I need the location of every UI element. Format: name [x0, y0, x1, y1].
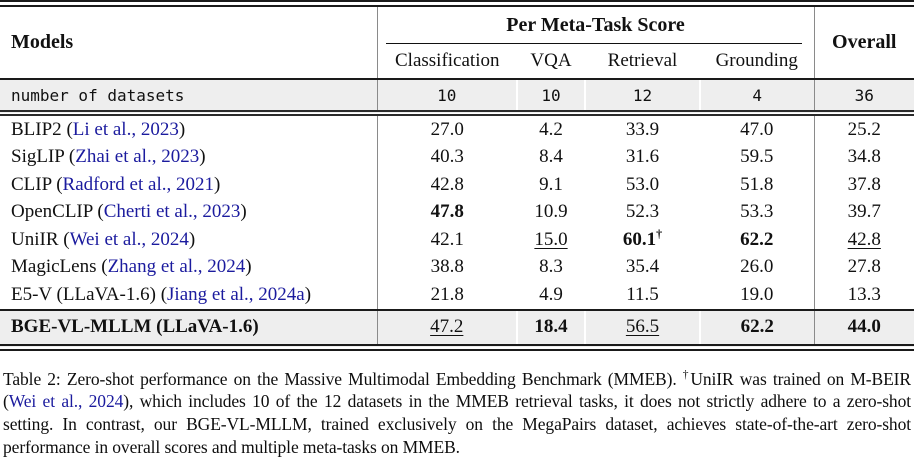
caption-text-2: UniIR was trained on M-BEIR ( — [3, 368, 911, 412]
citation-link[interactable]: Zhang et al., 2024 — [107, 256, 246, 278]
score-cell: 9.1 — [539, 173, 563, 195]
score-cell: 40.3 — [376, 143, 517, 171]
score-cell: 4.2 — [539, 118, 563, 140]
citation-link[interactable]: Li et al., 2023 — [72, 118, 179, 140]
model-name: BLIP2 — [11, 118, 62, 140]
score-cell: 59.5 — [740, 146, 774, 168]
model-name: UniIR — [11, 228, 59, 250]
citation-link[interactable]: Wei et al., 2024 — [8, 391, 124, 412]
score-cell: 34.8 — [813, 143, 914, 171]
model-name-cell: UniIR (Wei et al., 2024) — [11, 228, 196, 250]
model-name-cell: SigLIP (Zhai et al., 2023) — [11, 146, 206, 168]
score-cell: 27.0 — [376, 113, 517, 144]
score-cell: 21.8 — [376, 281, 517, 310]
model-name-cell: CLIP (Radford et al., 2021) — [11, 173, 221, 195]
model-name-cell: E5-V (LLaVA-1.6) (Jiang et al., 2024a) — [11, 283, 312, 305]
score-cell: 33.9 — [625, 118, 660, 140]
citation-link[interactable]: Cherti et al., 2023 — [103, 201, 241, 223]
score-cell: 62.2 — [740, 228, 774, 250]
score-cell: 27.8 — [813, 253, 914, 281]
score-cell: 56.5 — [584, 308, 700, 351]
score-cell: 62.2 — [699, 308, 814, 351]
caption-text-1: Table 2: Zero-shot performance on the Ma… — [3, 368, 683, 389]
model-name-cell: BGE-VL-MLLM (LLaVA-1.6) — [0, 308, 377, 351]
score-cell: 25.2 — [813, 113, 914, 144]
score-cell: 4.9 — [539, 283, 563, 305]
column-header-overall: Overall — [813, 0, 914, 80]
model-name-cell: MagicLens (Zhang et al., 2024) — [11, 256, 252, 278]
model-name: MagicLens — [11, 256, 97, 278]
score-cell: 42.8 — [376, 171, 517, 199]
model-name: CLIP — [11, 173, 52, 195]
model-name: E5-V (LLaVA-1.6) — [11, 283, 156, 305]
score-cell: 53.3 — [740, 201, 774, 223]
score-cell: 39.7 — [813, 198, 914, 226]
highlight-row-bge-vl-mllm: BGE-VL-MLLM (LLaVA-1.6) 47.2 18.4 56.5 62.2… — [0, 308, 914, 351]
score-cell: 42.8 — [813, 226, 914, 254]
datasets-count-row: number of datasets 10 10 12 4 36 — [0, 79, 914, 116]
score-cell: 38.8 — [376, 253, 517, 281]
score-cell: 8.3 — [539, 256, 563, 278]
score-cell: 44.0 — [813, 308, 914, 351]
score-cell: 35.4 — [625, 256, 660, 278]
results-table: Models Per Meta-Task Score Overall Class… — [0, 0, 914, 351]
dagger-mark: † — [656, 226, 663, 241]
score-cell: 37.8 — [813, 171, 914, 199]
score-cell: 26.0 — [740, 256, 774, 278]
table-row: CLIP (Radford et al., 2021) 42.8 9.1 53.0 51… — [0, 171, 914, 199]
score-cell: 10.9 — [534, 201, 568, 223]
score-cell: 60.1† — [622, 226, 663, 250]
table-caption: Table 2: Zero-shot performance on the Ma… — [0, 364, 914, 460]
column-group-header-per-meta-task-score: Per Meta-Task Score — [376, 0, 814, 47]
score-cell: 11.5 — [626, 283, 659, 305]
caption-text-3: ), which includes 10 of the 12 datasets … — [3, 391, 911, 458]
score-cell: 53.0 — [625, 173, 660, 195]
column-header-vqa: VQA — [517, 44, 585, 80]
score-cell: 47.0 — [740, 118, 774, 140]
datasets-count-overall: 36 — [813, 79, 914, 116]
citation-link[interactable]: Zhai et al., 2023 — [75, 146, 200, 168]
column-header-retrieval: Retrieval — [585, 44, 700, 80]
column-header-classification: Classification — [376, 44, 517, 80]
score-cell: 15.0 — [534, 228, 568, 250]
table-row: SigLIP (Zhai et al., 2023) 40.3 8.4 31.6 59.… — [0, 143, 914, 171]
table-row: E5-V (LLaVA-1.6) (Jiang et al., 2024a) 21… — [0, 281, 914, 310]
model-name-cell: BLIP2 (Li et al., 2023) — [11, 118, 186, 140]
table-header: Models Per Meta-Task Score Overall Class… — [0, 0, 914, 80]
score-cell: 8.4 — [539, 146, 563, 168]
citation-link[interactable]: Wei et al., 2024 — [69, 228, 189, 250]
score-cell: 52.3 — [625, 201, 660, 223]
datasets-count-retrieval: 12 — [584, 79, 700, 116]
model-name: OpenCLIP — [11, 201, 93, 223]
score-cell: 19.0 — [740, 283, 774, 305]
table-row: UniIR (Wei et al., 2024) 42.1 15.0 60.1† 62.… — [0, 226, 914, 254]
dagger-footnote-mark: † — [682, 368, 691, 381]
datasets-count-label: number of datasets — [0, 79, 377, 116]
datasets-count-grounding: 4 — [699, 79, 814, 116]
score-cell: 18.4 — [516, 308, 585, 351]
paper-table-figure: Models Per Meta-Task Score Overall Class… — [0, 0, 914, 460]
citation-link[interactable]: Radford et al., 2021 — [62, 173, 214, 195]
table-row: OpenCLIP (Cherti et al., 2023) 47.8 10.9 52… — [0, 198, 914, 226]
score-cell: 47.2 — [376, 308, 517, 351]
score-cell: 51.8 — [740, 173, 774, 195]
model-name-cell: OpenCLIP (Cherti et al., 2023) — [11, 201, 247, 223]
model-rows: BLIP2 (Li et al., 2023) 27.0 4.2 33.9 47.0 25… — [0, 113, 914, 310]
score-cell: 47.8 — [376, 198, 517, 226]
column-header-grounding: Grounding — [700, 44, 814, 80]
score-cell: 31.6 — [625, 146, 660, 168]
datasets-count-vqa: 10 — [516, 79, 585, 116]
model-name: SigLIP — [11, 146, 65, 168]
column-header-models: Models — [0, 0, 377, 80]
table-row: BLIP2 (Li et al., 2023) 27.0 4.2 33.9 47.0 25… — [0, 113, 914, 144]
datasets-count-classification: 10 — [376, 79, 517, 116]
score-cell: 13.3 — [813, 281, 914, 310]
table-row: MagicLens (Zhang et al., 2024) 38.8 8.3 35.… — [0, 253, 914, 281]
score-cell: 42.1 — [376, 226, 517, 254]
citation-link[interactable]: Jiang et al., 2024a — [167, 283, 305, 305]
